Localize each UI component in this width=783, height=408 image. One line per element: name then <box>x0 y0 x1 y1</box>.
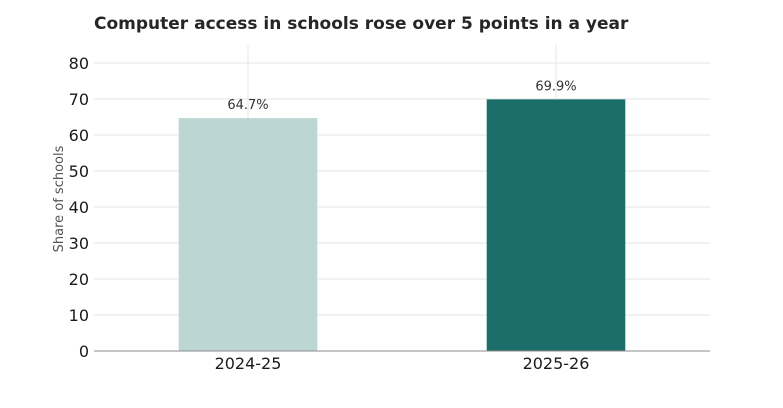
data-labels: 64.7% 69.9% <box>227 79 576 113</box>
y-tick-label: 30 <box>69 234 89 253</box>
y-tick-label: 0 <box>79 342 89 361</box>
bar-data-label: 69.9% <box>535 79 576 94</box>
bar-data-label: 64.7% <box>227 98 268 113</box>
bar-2025-26 <box>486 99 626 351</box>
y-axis-label: Share of schools <box>52 145 67 252</box>
y-tick-label: 70 <box>69 90 89 109</box>
y-tick-label: 50 <box>69 162 89 181</box>
y-tick-label: 40 <box>69 198 89 217</box>
bars <box>178 99 626 351</box>
x-tick-label: 2025-26 <box>523 354 590 373</box>
y-axis-ticks: 0 10 20 30 40 50 60 70 80 <box>69 54 89 361</box>
chart-title: Computer access in schools rose over 5 p… <box>94 14 629 34</box>
x-tick-label: 2024-25 <box>215 354 282 373</box>
bar-2024-25 <box>178 118 318 351</box>
y-tick-label: 20 <box>69 270 89 289</box>
x-axis-ticks: 2024-25 2025-26 <box>215 354 590 373</box>
y-tick-label: 80 <box>69 54 89 73</box>
y-tick-label: 10 <box>69 306 89 325</box>
y-tick-label: 60 <box>69 126 89 145</box>
